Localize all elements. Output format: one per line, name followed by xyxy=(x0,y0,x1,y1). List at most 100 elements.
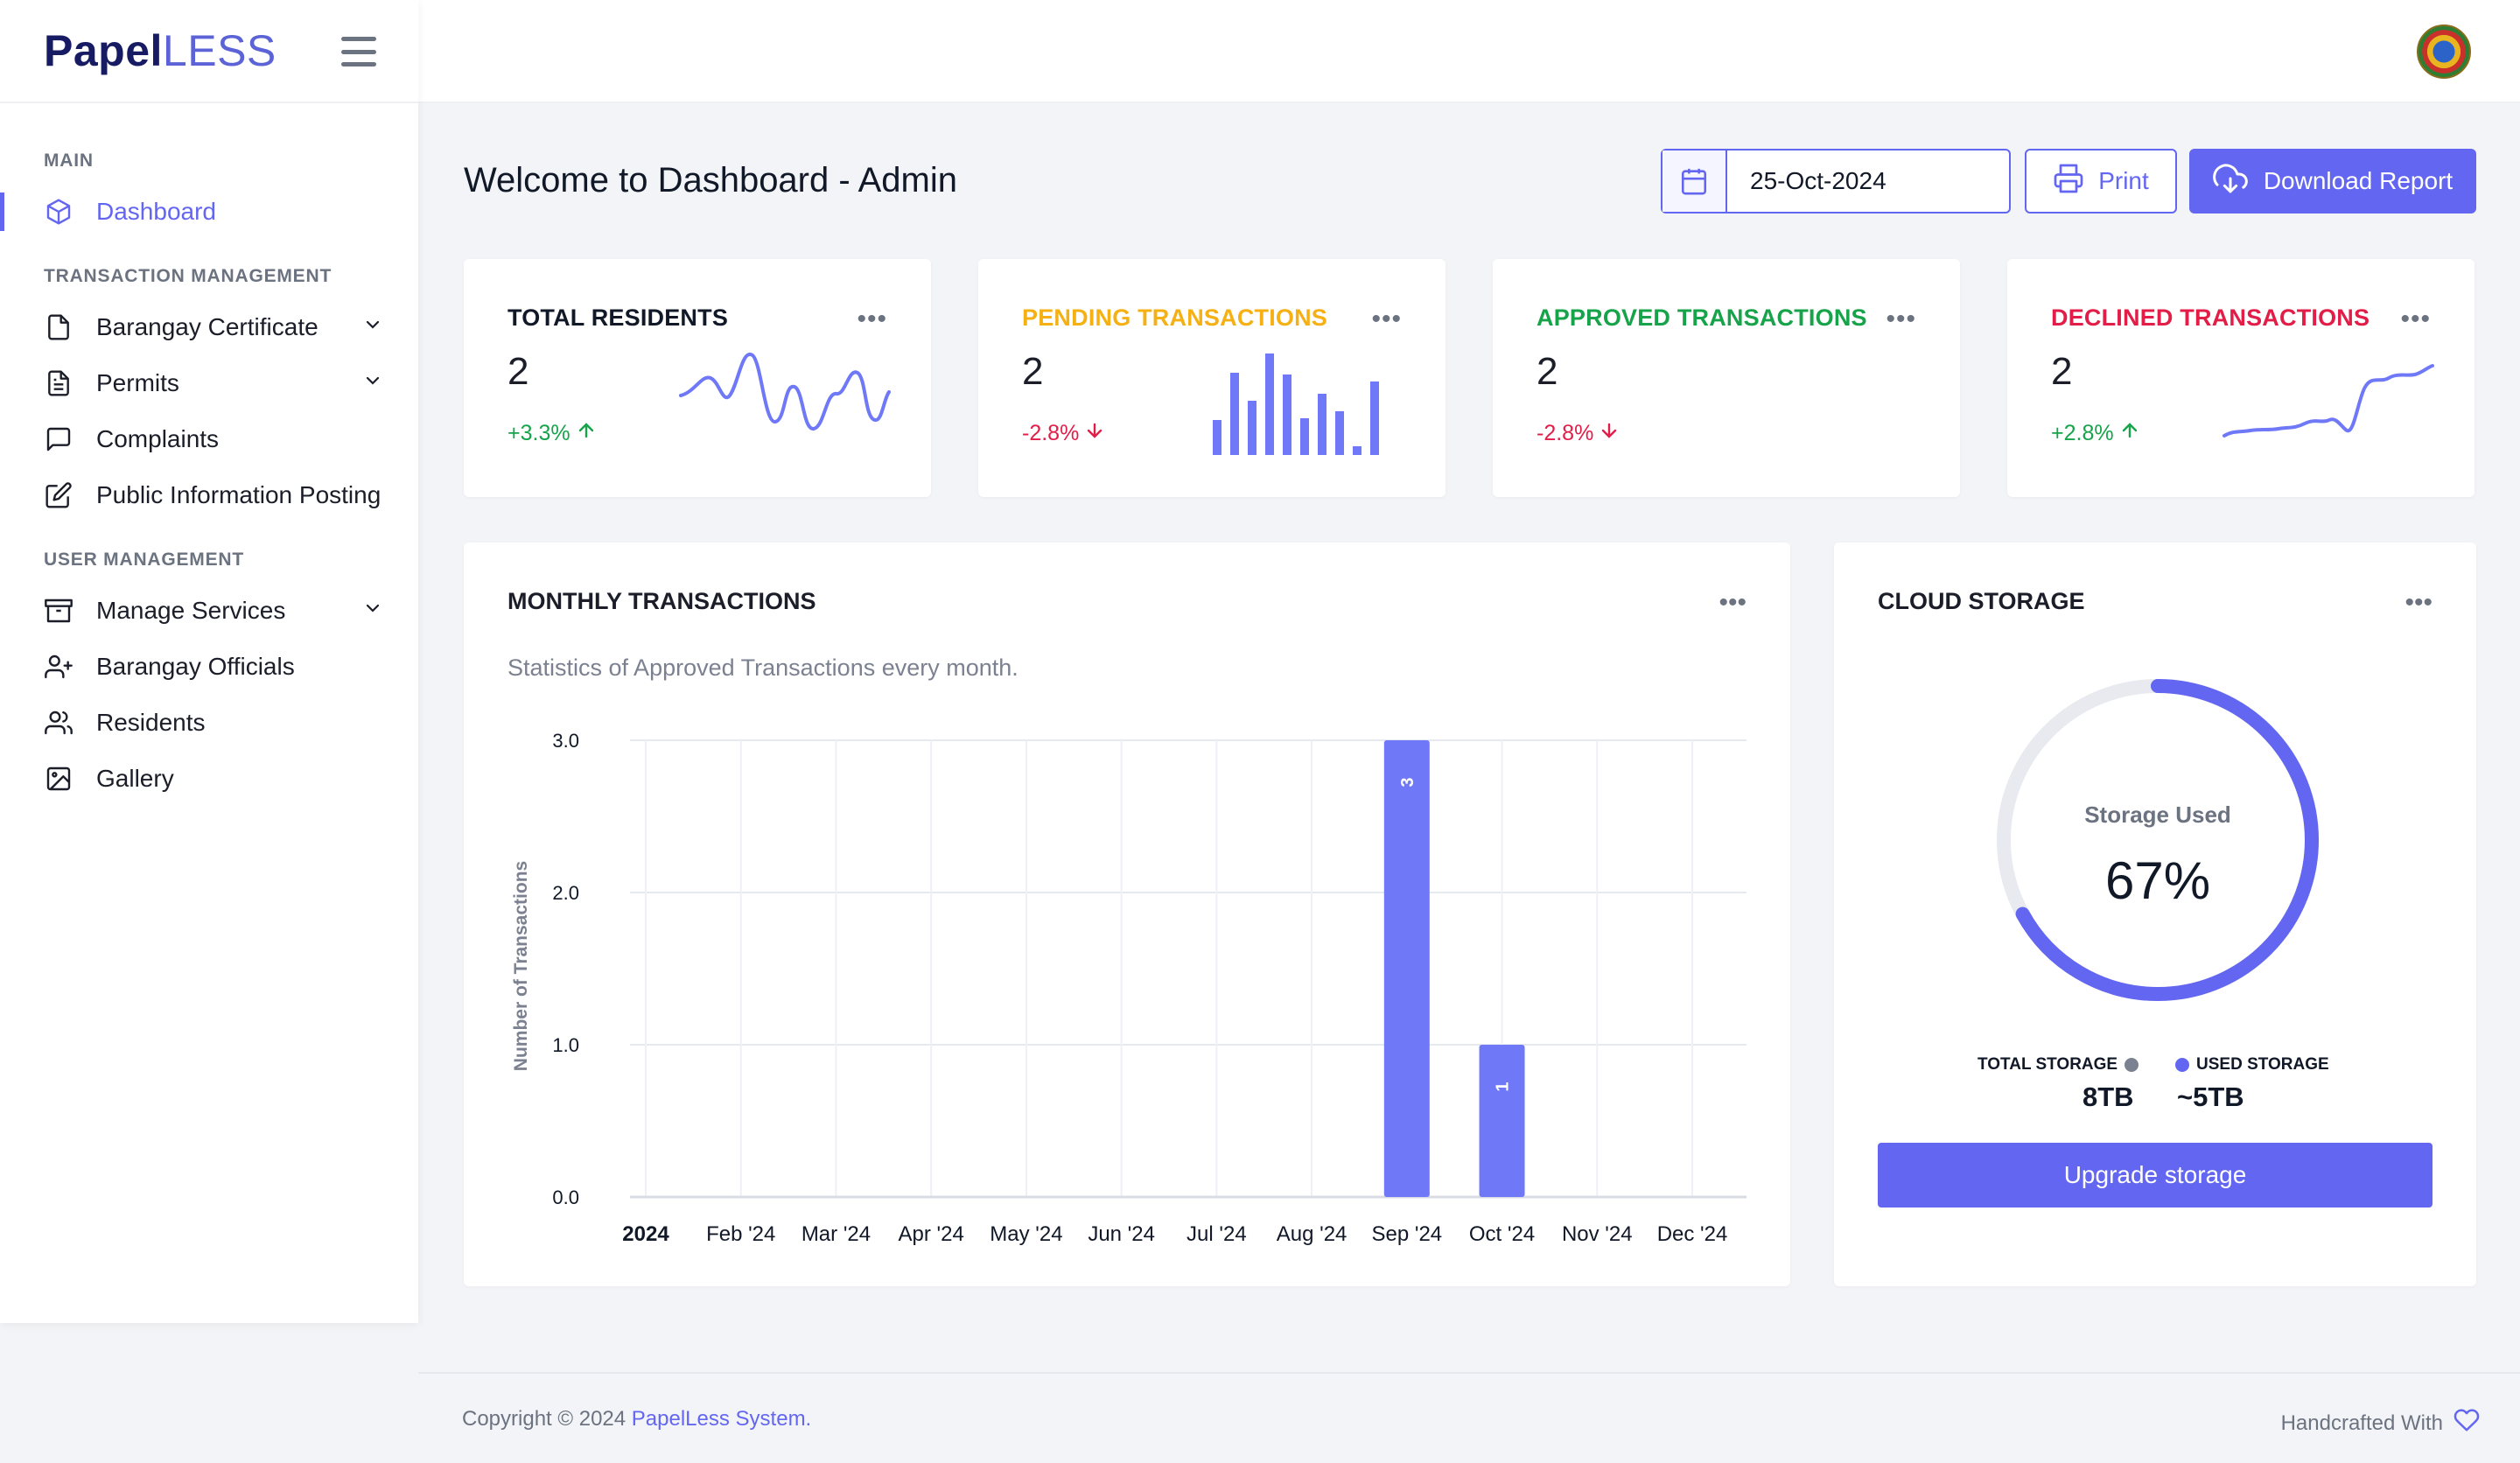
x-tick-label: Jul '24 xyxy=(1186,1222,1247,1246)
y-tick-label: 2.0 xyxy=(552,882,579,904)
sidebar-item-complaints[interactable]: Complaints xyxy=(0,411,418,467)
stat-card-declined-transactions: DECLINED TRANSACTIONS ••• 2 +2.8% xyxy=(2007,259,2474,497)
storage-ring-chart xyxy=(1997,679,2319,1001)
used-storage-legend: USED STORAGE xyxy=(2175,1055,2329,1074)
sidebar-item-gallery[interactable]: Gallery xyxy=(0,751,418,807)
card-title: CLOUD STORAGE xyxy=(1878,588,2085,614)
brand-logo-bold: Papel xyxy=(44,26,163,75)
x-tick-label: Jun '24 xyxy=(1088,1222,1155,1246)
sidebar-item-label: Dashboard xyxy=(96,198,216,225)
legend-label: TOTAL STORAGE xyxy=(1978,1055,2118,1074)
download-button-label: Download Report xyxy=(2263,167,2454,194)
x-tick-label: Dec '24 xyxy=(1657,1222,1728,1246)
used-storage-value: ~5TB xyxy=(2177,1082,2244,1112)
sidebar-item-dashboard[interactable]: Dashboard xyxy=(0,184,418,240)
x-tick-label: Feb '24 xyxy=(706,1222,775,1246)
stat-value: 2 xyxy=(2051,350,2073,393)
avatar[interactable] xyxy=(2417,24,2471,79)
total-storage-value: 8TB xyxy=(2082,1082,2134,1112)
x-tick-label: May '24 xyxy=(990,1222,1062,1246)
stat-card-pending-transactions: PENDING TRANSACTIONS ••• 2 -2.8% xyxy=(978,259,1446,497)
arrow-up-icon xyxy=(576,420,597,447)
stat-change-text: +3.3% xyxy=(508,421,570,445)
more-options-icon[interactable]: ••• xyxy=(857,304,887,333)
bar-data-label: 1 xyxy=(1494,1082,1513,1091)
heart-icon xyxy=(2454,1407,2480,1439)
sidebar-item-label: Public Information Posting xyxy=(96,481,382,508)
sidebar-item-barangay-officials[interactable]: Barangay Officials xyxy=(0,639,418,695)
upgrade-storage-button[interactable]: Upgrade storage xyxy=(1878,1143,2432,1208)
stat-change: -2.8% xyxy=(1022,420,1105,447)
sidebar-item-label: Permits xyxy=(96,369,179,396)
legend-label: USED STORAGE xyxy=(2196,1055,2329,1074)
total-storage-legend: TOTAL STORAGE xyxy=(1978,1055,2139,1074)
arrow-up-icon xyxy=(2119,420,2140,447)
nav-section-main: MAIN xyxy=(44,150,94,171)
file-text-icon xyxy=(44,368,74,398)
stat-change: +2.8% xyxy=(2051,420,2140,447)
y-axis-title: Number of Transactions xyxy=(511,861,531,1071)
y-tick-label: 3.0 xyxy=(552,730,579,752)
x-tick-label: Mar '24 xyxy=(802,1222,871,1246)
footer-credit-text: Handcrafted With xyxy=(2280,1410,2443,1435)
more-options-icon[interactable]: ••• xyxy=(1718,588,1746,617)
brand-logo-light: LESS xyxy=(162,26,276,75)
bar-sparkline-chart xyxy=(1213,354,1379,455)
download-report-button[interactable]: Download Report xyxy=(2189,149,2476,214)
user-plus-icon xyxy=(44,652,74,682)
stat-change-text: +2.8% xyxy=(2051,421,2114,445)
sidebar-item-label: Residents xyxy=(96,709,206,736)
calendar-icon[interactable] xyxy=(1662,150,1727,212)
sidebar-item-label: Gallery xyxy=(96,765,174,792)
y-tick-label: 0.0 xyxy=(552,1186,579,1208)
footer-credit: Handcrafted With xyxy=(2281,1407,2480,1439)
more-options-icon[interactable]: ••• xyxy=(1371,304,1402,333)
footer-copyright: Copyright © 2024 PapelLess System. xyxy=(462,1407,811,1432)
sidebar-item-residents[interactable]: Residents xyxy=(0,695,418,751)
card-subtitle: Statistics of Approved Transactions ever… xyxy=(508,654,1018,681)
sidebar-item-label: Complaints xyxy=(96,425,220,452)
sidebar-item-permits[interactable]: Permits xyxy=(0,355,418,411)
image-icon xyxy=(44,764,74,794)
stat-title: DECLINED TRANSACTIONS xyxy=(2051,304,2370,331)
more-options-icon[interactable]: ••• xyxy=(2400,304,2431,333)
brand-logo[interactable]: PapelLESS xyxy=(44,25,276,76)
footer: Copyright © 2024 PapelLess System. Handc… xyxy=(418,1372,2520,1463)
arrow-down-icon xyxy=(1599,420,1620,447)
edit-icon xyxy=(44,480,74,510)
print-button[interactable]: Print xyxy=(2025,149,2177,214)
cloud-storage-card: CLOUD STORAGE ••• Storage Used 67% TOTAL… xyxy=(1834,542,2476,1286)
date-field[interactable]: 25-Oct-2024 xyxy=(1750,167,1886,194)
chart-bar xyxy=(1479,1045,1525,1197)
stat-value: 2 xyxy=(1022,350,1044,393)
footer-link[interactable]: PapelLess System. xyxy=(631,1407,812,1431)
chevron-down-icon xyxy=(362,597,383,625)
sidebar-nav: MAIN Dashboard TRANSACTION MANAGEMENT Ba… xyxy=(0,103,418,807)
menu-toggle-icon[interactable] xyxy=(341,37,376,66)
stat-change-text: -2.8% xyxy=(1536,421,1594,445)
stat-title: PENDING TRANSACTIONS xyxy=(1022,304,1328,331)
more-options-icon[interactable]: ••• xyxy=(1886,304,1916,333)
sidebar-item-public-information-posting[interactable]: Public Information Posting xyxy=(0,467,418,523)
stat-change: +3.3% xyxy=(508,420,597,447)
legend-dot xyxy=(2175,1058,2189,1072)
stat-change-text: -2.8% xyxy=(1022,421,1080,445)
stat-title: APPROVED TRANSACTIONS xyxy=(1536,304,1867,331)
chevron-down-icon xyxy=(362,313,383,341)
sidebar-item-manage-services[interactable]: Manage Services xyxy=(0,583,418,639)
date-picker[interactable]: 25-Oct-2024 xyxy=(1661,149,2011,214)
sidebar-item-label: Barangay Certificate xyxy=(96,313,318,340)
bar-data-label: 3 xyxy=(1398,777,1418,787)
arrow-down-icon xyxy=(1084,420,1105,447)
copyright-text: Copyright © 2024 xyxy=(462,1407,632,1431)
more-options-icon[interactable]: ••• xyxy=(2404,588,2432,617)
sparkline-chart xyxy=(679,353,891,430)
sidebar-item-barangay-certificate[interactable]: Barangay Certificate xyxy=(0,299,418,355)
x-tick-label: Aug '24 xyxy=(1277,1222,1348,1246)
x-tick-label: Oct '24 xyxy=(1469,1222,1535,1246)
users-icon xyxy=(44,708,74,738)
ring-percent: 67% xyxy=(2104,851,2211,910)
sidebar-item-label: Manage Services xyxy=(96,597,286,624)
monthly-transactions-chart: 0.0 1.0 2.0 3.0 2024 Feb '24 Mar '24 Apr '24 May… xyxy=(511,730,1746,1246)
cloud-download-icon xyxy=(2212,161,2248,202)
